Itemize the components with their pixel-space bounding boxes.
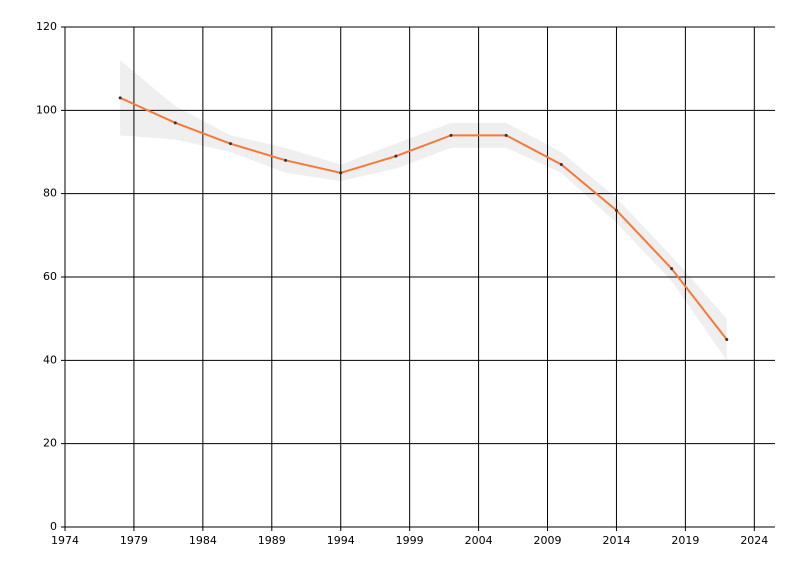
point xyxy=(449,133,453,137)
point xyxy=(284,158,288,162)
x-tick-label: 2004 xyxy=(465,534,493,547)
y-tick-label: 0 xyxy=(50,520,57,533)
point xyxy=(118,96,122,100)
x-tick-label: 1984 xyxy=(189,534,217,547)
point xyxy=(670,267,674,271)
x-tick-label: 2009 xyxy=(534,534,562,547)
x-tick-label: 1979 xyxy=(120,534,148,547)
x-tick-label: 1974 xyxy=(51,534,79,547)
y-tick-label: 120 xyxy=(36,20,57,33)
x-tick-label: 1989 xyxy=(258,534,286,547)
point xyxy=(559,163,563,166)
x-tick-label: 2014 xyxy=(602,534,630,547)
y-tick-label: 40 xyxy=(43,353,57,366)
y-tick-label: 80 xyxy=(43,187,57,200)
line xyxy=(119,96,728,341)
point xyxy=(394,154,398,158)
point xyxy=(173,121,177,125)
point xyxy=(339,171,343,175)
point xyxy=(614,208,618,212)
y-tick-label: 20 xyxy=(43,437,57,450)
point xyxy=(725,338,729,341)
point xyxy=(504,133,508,137)
x-tick-label: 2019 xyxy=(671,534,699,547)
x-tick-label: 1999 xyxy=(396,534,424,547)
confidence-band xyxy=(120,60,727,361)
point xyxy=(228,142,232,146)
y-tick-label: 100 xyxy=(36,103,57,116)
y-tick-label: 60 xyxy=(43,270,57,283)
x-tick-label: 2024 xyxy=(740,534,768,547)
x-tick-label: 1994 xyxy=(327,534,355,547)
